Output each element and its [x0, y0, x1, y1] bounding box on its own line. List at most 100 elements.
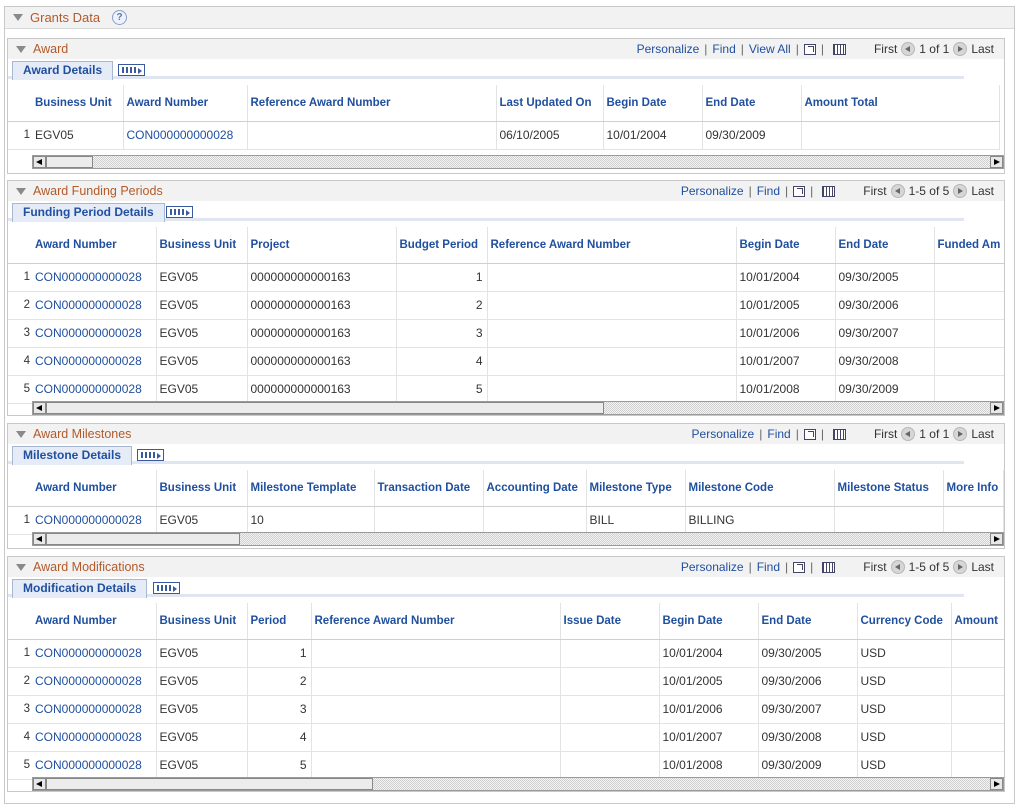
column-header[interactable]: End Date — [758, 603, 858, 640]
collapse-triangle-icon[interactable] — [13, 14, 23, 21]
scroll-left-icon[interactable] — [33, 533, 46, 545]
help-icon[interactable]: ? — [112, 10, 128, 25]
column-header[interactable]: Reference Award Number — [487, 227, 737, 264]
personalize-link[interactable]: Personalize — [636, 42, 700, 56]
find-link[interactable]: Find — [767, 427, 791, 441]
download-grid-icon[interactable] — [832, 428, 846, 440]
column-header[interactable]: Reference Award Number — [311, 603, 561, 640]
column-header[interactable]: Milestone Template — [247, 470, 375, 507]
column-header[interactable]: Business Unit — [32, 85, 124, 122]
horizontal-scrollbar[interactable] — [32, 401, 1004, 415]
scroll-left-icon[interactable] — [33, 156, 46, 168]
column-header[interactable]: Accounting Date — [483, 470, 587, 507]
last-link[interactable]: Last — [971, 184, 994, 198]
tab-milestone-details[interactable]: Milestone Details — [12, 446, 133, 465]
award-number-link[interactable]: CON000000000028 — [32, 723, 157, 752]
column-header[interactable]: Transaction Date — [374, 470, 484, 507]
award-number-link[interactable]: CON000000000028 — [32, 506, 157, 535]
column-header[interactable]: End Date — [702, 85, 802, 122]
column-header[interactable]: Last Updated On — [496, 85, 604, 122]
first-link[interactable]: First — [863, 184, 887, 198]
column-header[interactable]: End Date — [835, 227, 935, 264]
column-header[interactable]: Award Number — [32, 603, 157, 640]
zoom-icon[interactable] — [803, 428, 816, 440]
column-header[interactable]: Business Unit — [156, 470, 248, 507]
collapse-triangle-icon[interactable] — [16, 430, 26, 438]
show-all-columns-icon[interactable] — [118, 64, 145, 76]
scroll-right-icon[interactable] — [990, 402, 1003, 414]
award-number-link[interactable]: CON000000000028 — [32, 347, 157, 376]
download-grid-icon[interactable] — [822, 185, 836, 197]
award-number-link[interactable]: CON000000000028 — [32, 751, 157, 780]
award-number-link[interactable]: CON000000000028 — [32, 319, 157, 348]
scrollbar-thumb[interactable] — [46, 156, 93, 168]
view-all-link[interactable]: View All — [748, 42, 791, 56]
last-link[interactable]: Last — [971, 560, 994, 574]
column-header[interactable]: Project — [247, 227, 397, 264]
award-number-link[interactable]: CON000000000028 — [32, 695, 157, 724]
column-header[interactable]: Milestone Type — [586, 470, 686, 507]
scrollbar-thumb[interactable] — [46, 402, 604, 414]
scroll-right-icon[interactable] — [990, 533, 1003, 545]
column-header[interactable]: Milestone Code — [685, 470, 835, 507]
scrollbar-thumb[interactable] — [46, 533, 240, 545]
award-number-link[interactable]: CON000000000028 — [32, 375, 157, 404]
column-header[interactable]: More Info — [943, 470, 1004, 507]
column-header[interactable]: Reference Award Number — [247, 85, 497, 122]
horizontal-scrollbar[interactable] — [32, 155, 1004, 169]
column-header[interactable]: Currency Code — [857, 603, 952, 640]
scroll-right-icon[interactable] — [990, 778, 1003, 790]
column-header[interactable]: Begin Date — [603, 85, 703, 122]
personalize-link[interactable]: Personalize — [680, 184, 744, 198]
column-header[interactable]: Funded Am — [934, 227, 1004, 264]
previous-row-icon[interactable] — [890, 560, 905, 574]
last-link[interactable]: Last — [971, 427, 994, 441]
collapse-triangle-icon[interactable] — [16, 187, 26, 195]
column-header[interactable]: Period — [247, 603, 312, 640]
tab-funding-period-details[interactable]: Funding Period Details — [12, 203, 165, 222]
find-link[interactable]: Find — [756, 560, 781, 574]
column-header[interactable]: Milestone Status — [834, 470, 944, 507]
download-grid-icon[interactable] — [822, 561, 836, 573]
column-header[interactable]: Business Unit — [156, 603, 248, 640]
zoom-icon[interactable] — [793, 185, 806, 197]
column-header[interactable]: Award Number — [32, 470, 157, 507]
collapse-triangle-icon[interactable] — [16, 563, 26, 571]
award-number-link[interactable]: CON000000000028 — [32, 639, 157, 668]
tab-award-details[interactable]: Award Details — [12, 61, 114, 80]
find-link[interactable]: Find — [756, 184, 781, 198]
column-header[interactable]: Award Number — [32, 227, 157, 264]
collapse-triangle-icon[interactable] — [16, 45, 26, 53]
show-all-columns-icon[interactable] — [137, 449, 164, 461]
award-number-link[interactable]: CON000000000028 — [123, 121, 248, 150]
column-header[interactable]: Business Unit — [156, 227, 248, 264]
column-header[interactable]: Begin Date — [659, 603, 759, 640]
column-header[interactable]: Amount — [951, 603, 1004, 640]
grants-data-header[interactable]: Grants Data ? — [5, 7, 1014, 29]
next-row-icon[interactable] — [953, 42, 968, 56]
column-header[interactable]: Amount Total — [801, 85, 1000, 122]
personalize-link[interactable]: Personalize — [680, 560, 744, 574]
show-all-columns-icon[interactable] — [166, 206, 193, 218]
personalize-link[interactable]: Personalize — [691, 427, 755, 441]
horizontal-scrollbar[interactable] — [32, 777, 1004, 791]
award-number-link[interactable]: CON000000000028 — [32, 291, 157, 320]
previous-row-icon[interactable] — [901, 427, 916, 441]
tab-modification-details[interactable]: Modification Details — [12, 579, 148, 598]
award-number-link[interactable]: CON000000000028 — [32, 667, 157, 696]
first-link[interactable]: First — [873, 42, 898, 56]
next-row-icon[interactable] — [953, 184, 968, 198]
scroll-left-icon[interactable] — [33, 778, 46, 790]
horizontal-scrollbar[interactable] — [32, 532, 1004, 546]
first-link[interactable]: First — [863, 560, 887, 574]
scroll-right-icon[interactable] — [990, 156, 1003, 168]
column-header[interactable]: Issue Date — [560, 603, 660, 640]
last-link[interactable]: Last — [971, 42, 994, 56]
previous-row-icon[interactable] — [890, 184, 905, 198]
scrollbar-thumb[interactable] — [46, 778, 373, 790]
column-header[interactable]: Award Number — [123, 85, 248, 122]
download-grid-icon[interactable] — [832, 43, 846, 55]
award-number-link[interactable]: CON000000000028 — [32, 263, 157, 292]
zoom-icon[interactable] — [793, 561, 806, 573]
previous-row-icon[interactable] — [901, 42, 916, 56]
